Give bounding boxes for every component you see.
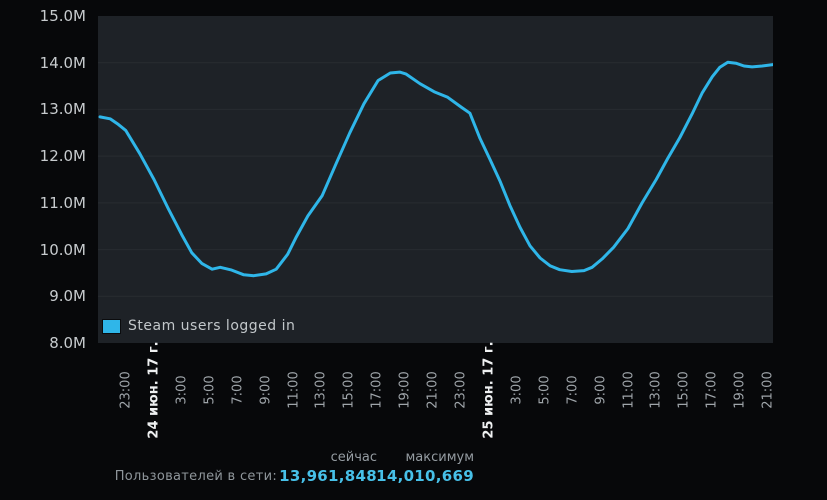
y-axis-label: 10.0M xyxy=(39,240,86,259)
x-axis-time-label: 23:00 xyxy=(118,371,134,409)
x-axis-date-label: 25 июн. 17 г. xyxy=(481,341,497,439)
x-axis-time-label: 3:00 xyxy=(509,375,525,405)
y-axis-label: 11.0M xyxy=(39,193,86,212)
x-axis-time-label: 9:00 xyxy=(593,375,609,405)
x-axis-time-label: 3:00 xyxy=(174,375,190,405)
chart-legend: Steam users logged in xyxy=(102,318,295,334)
now-header: сейчас xyxy=(330,450,377,465)
x-axis-time-label: 15:00 xyxy=(676,371,692,409)
y-axis-label: 12.0M xyxy=(39,147,86,166)
x-axis-time-label: 17:00 xyxy=(704,371,720,409)
x-axis-time-label: 13:00 xyxy=(648,371,664,409)
x-axis-time-label: 7:00 xyxy=(565,375,581,405)
x-axis-time-label: 21:00 xyxy=(425,371,441,409)
legend-swatch-icon xyxy=(102,318,121,334)
peak-header: максимум xyxy=(405,450,474,465)
current-users-value: 13,961,848 xyxy=(279,467,377,485)
x-axis-time-label: 7:00 xyxy=(230,375,246,405)
x-axis-time-label: 9:00 xyxy=(258,375,274,405)
x-axis-time-label: 5:00 xyxy=(202,375,218,405)
users-online-label: Пользователей в сети: xyxy=(114,469,277,484)
legend-label: Steam users logged in xyxy=(128,318,296,334)
x-axis-time-label: 15:00 xyxy=(341,371,357,409)
peak-users-value: 14,010,669 xyxy=(376,467,474,485)
y-axis-label: 13.0M xyxy=(39,100,86,119)
chart-plot-area xyxy=(98,16,773,343)
y-axis-label: 9.0M xyxy=(49,287,86,306)
x-axis-time-label: 21:00 xyxy=(760,371,776,409)
x-axis-time-label: 11:00 xyxy=(621,371,637,409)
x-axis-time-label: 17:00 xyxy=(369,371,385,409)
x-axis-date-label: 24 июн. 17 г. xyxy=(146,341,162,439)
chart-svg xyxy=(98,60,773,297)
y-axis-label: 8.0M xyxy=(49,334,86,352)
steam-users-line xyxy=(98,60,773,278)
x-axis-time-label: 13:00 xyxy=(313,371,329,409)
x-axis-time-label: 11:00 xyxy=(286,371,302,409)
y-axis-label: 14.0M xyxy=(39,53,86,72)
x-axis-time-label: 19:00 xyxy=(397,371,413,409)
x-axis-time-label: 19:00 xyxy=(732,371,748,409)
x-axis-time-label: 23:00 xyxy=(453,371,469,409)
y-axis-label: 15.0M xyxy=(39,7,86,25)
x-axis-time-label: 5:00 xyxy=(537,375,553,405)
